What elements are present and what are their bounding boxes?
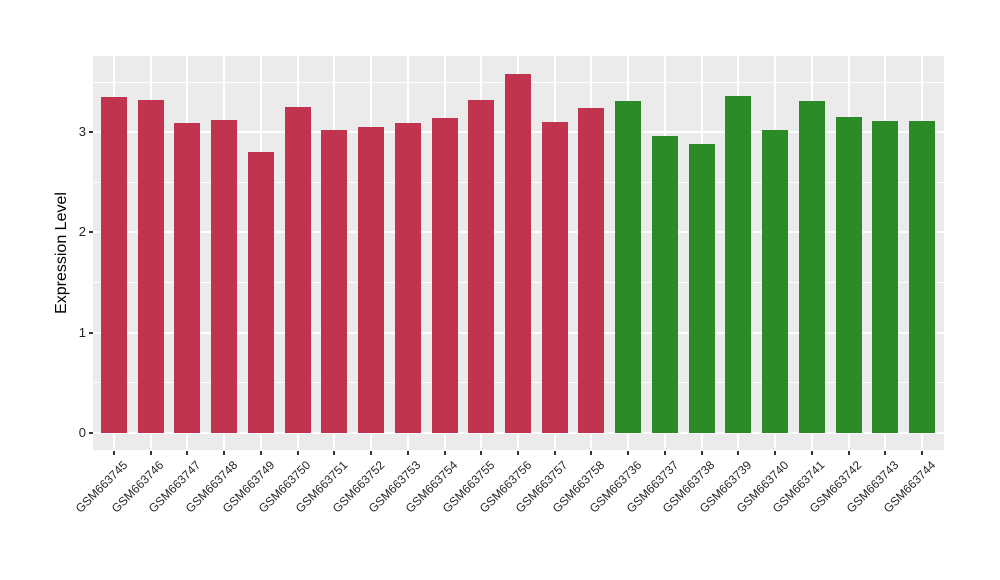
x-tick-mark bbox=[921, 451, 924, 455]
x-tick-mark bbox=[370, 451, 373, 455]
bar-GSM663747 bbox=[174, 123, 201, 433]
x-tick-mark bbox=[774, 451, 777, 455]
x-tick-mark bbox=[259, 451, 262, 455]
x-tick-mark bbox=[553, 451, 556, 455]
x-tick-mark bbox=[296, 451, 299, 455]
x-tick-mark bbox=[223, 451, 226, 455]
x-tick-mark bbox=[810, 451, 813, 455]
bar-GSM663742 bbox=[835, 117, 862, 433]
y-tick-mark bbox=[89, 131, 93, 134]
y-tick-mark bbox=[89, 231, 93, 234]
x-tick-mark bbox=[884, 451, 887, 455]
bar-GSM663755 bbox=[468, 100, 495, 433]
x-tick-mark bbox=[480, 451, 483, 455]
x-tick-mark bbox=[663, 451, 666, 455]
x-tick-mark bbox=[847, 451, 850, 455]
bar-GSM663756 bbox=[505, 74, 532, 433]
bar-GSM663741 bbox=[798, 101, 825, 433]
bar-GSM663757 bbox=[541, 122, 568, 433]
x-tick-mark bbox=[590, 451, 593, 455]
y-tick-mark bbox=[89, 431, 93, 434]
bar-GSM663749 bbox=[247, 152, 274, 433]
y-axis-title: Expression Level bbox=[53, 192, 70, 314]
y-tick-label: 0 bbox=[78, 424, 86, 440]
y-tick-label: 1 bbox=[78, 324, 86, 340]
x-tick-mark bbox=[149, 451, 152, 455]
x-tick-mark bbox=[113, 451, 115, 455]
bar-GSM663744 bbox=[909, 121, 936, 433]
x-tick-mark bbox=[186, 451, 189, 455]
x-tick-mark bbox=[406, 451, 409, 455]
x-tick-mark bbox=[333, 451, 336, 455]
bar-GSM663738 bbox=[688, 144, 715, 433]
bar-GSM663736 bbox=[615, 101, 642, 433]
bar-GSM663758 bbox=[578, 108, 605, 433]
x-tick-mark bbox=[443, 451, 446, 455]
bar-GSM663752 bbox=[358, 127, 385, 433]
bar-GSM663737 bbox=[651, 136, 678, 433]
bar-GSM663750 bbox=[284, 107, 311, 433]
y-tick-mark bbox=[89, 331, 93, 334]
bar-GSM663743 bbox=[872, 121, 899, 433]
bar-GSM663753 bbox=[394, 123, 421, 433]
x-tick-mark bbox=[517, 451, 520, 455]
bar-GSM663746 bbox=[137, 100, 164, 433]
bar-GSM663740 bbox=[762, 130, 789, 433]
y-tick-label: 2 bbox=[78, 224, 86, 240]
x-tick-mark bbox=[700, 451, 703, 455]
x-tick-mark bbox=[627, 451, 630, 455]
major-gridline bbox=[93, 431, 944, 434]
bar-GSM663751 bbox=[321, 130, 348, 433]
bar-GSM663745 bbox=[101, 97, 127, 433]
x-tick-mark bbox=[737, 451, 740, 455]
bar-GSM663748 bbox=[211, 120, 238, 433]
y-tick-label: 3 bbox=[78, 124, 86, 140]
bar-GSM663739 bbox=[725, 96, 752, 433]
bar-GSM663754 bbox=[431, 118, 458, 433]
